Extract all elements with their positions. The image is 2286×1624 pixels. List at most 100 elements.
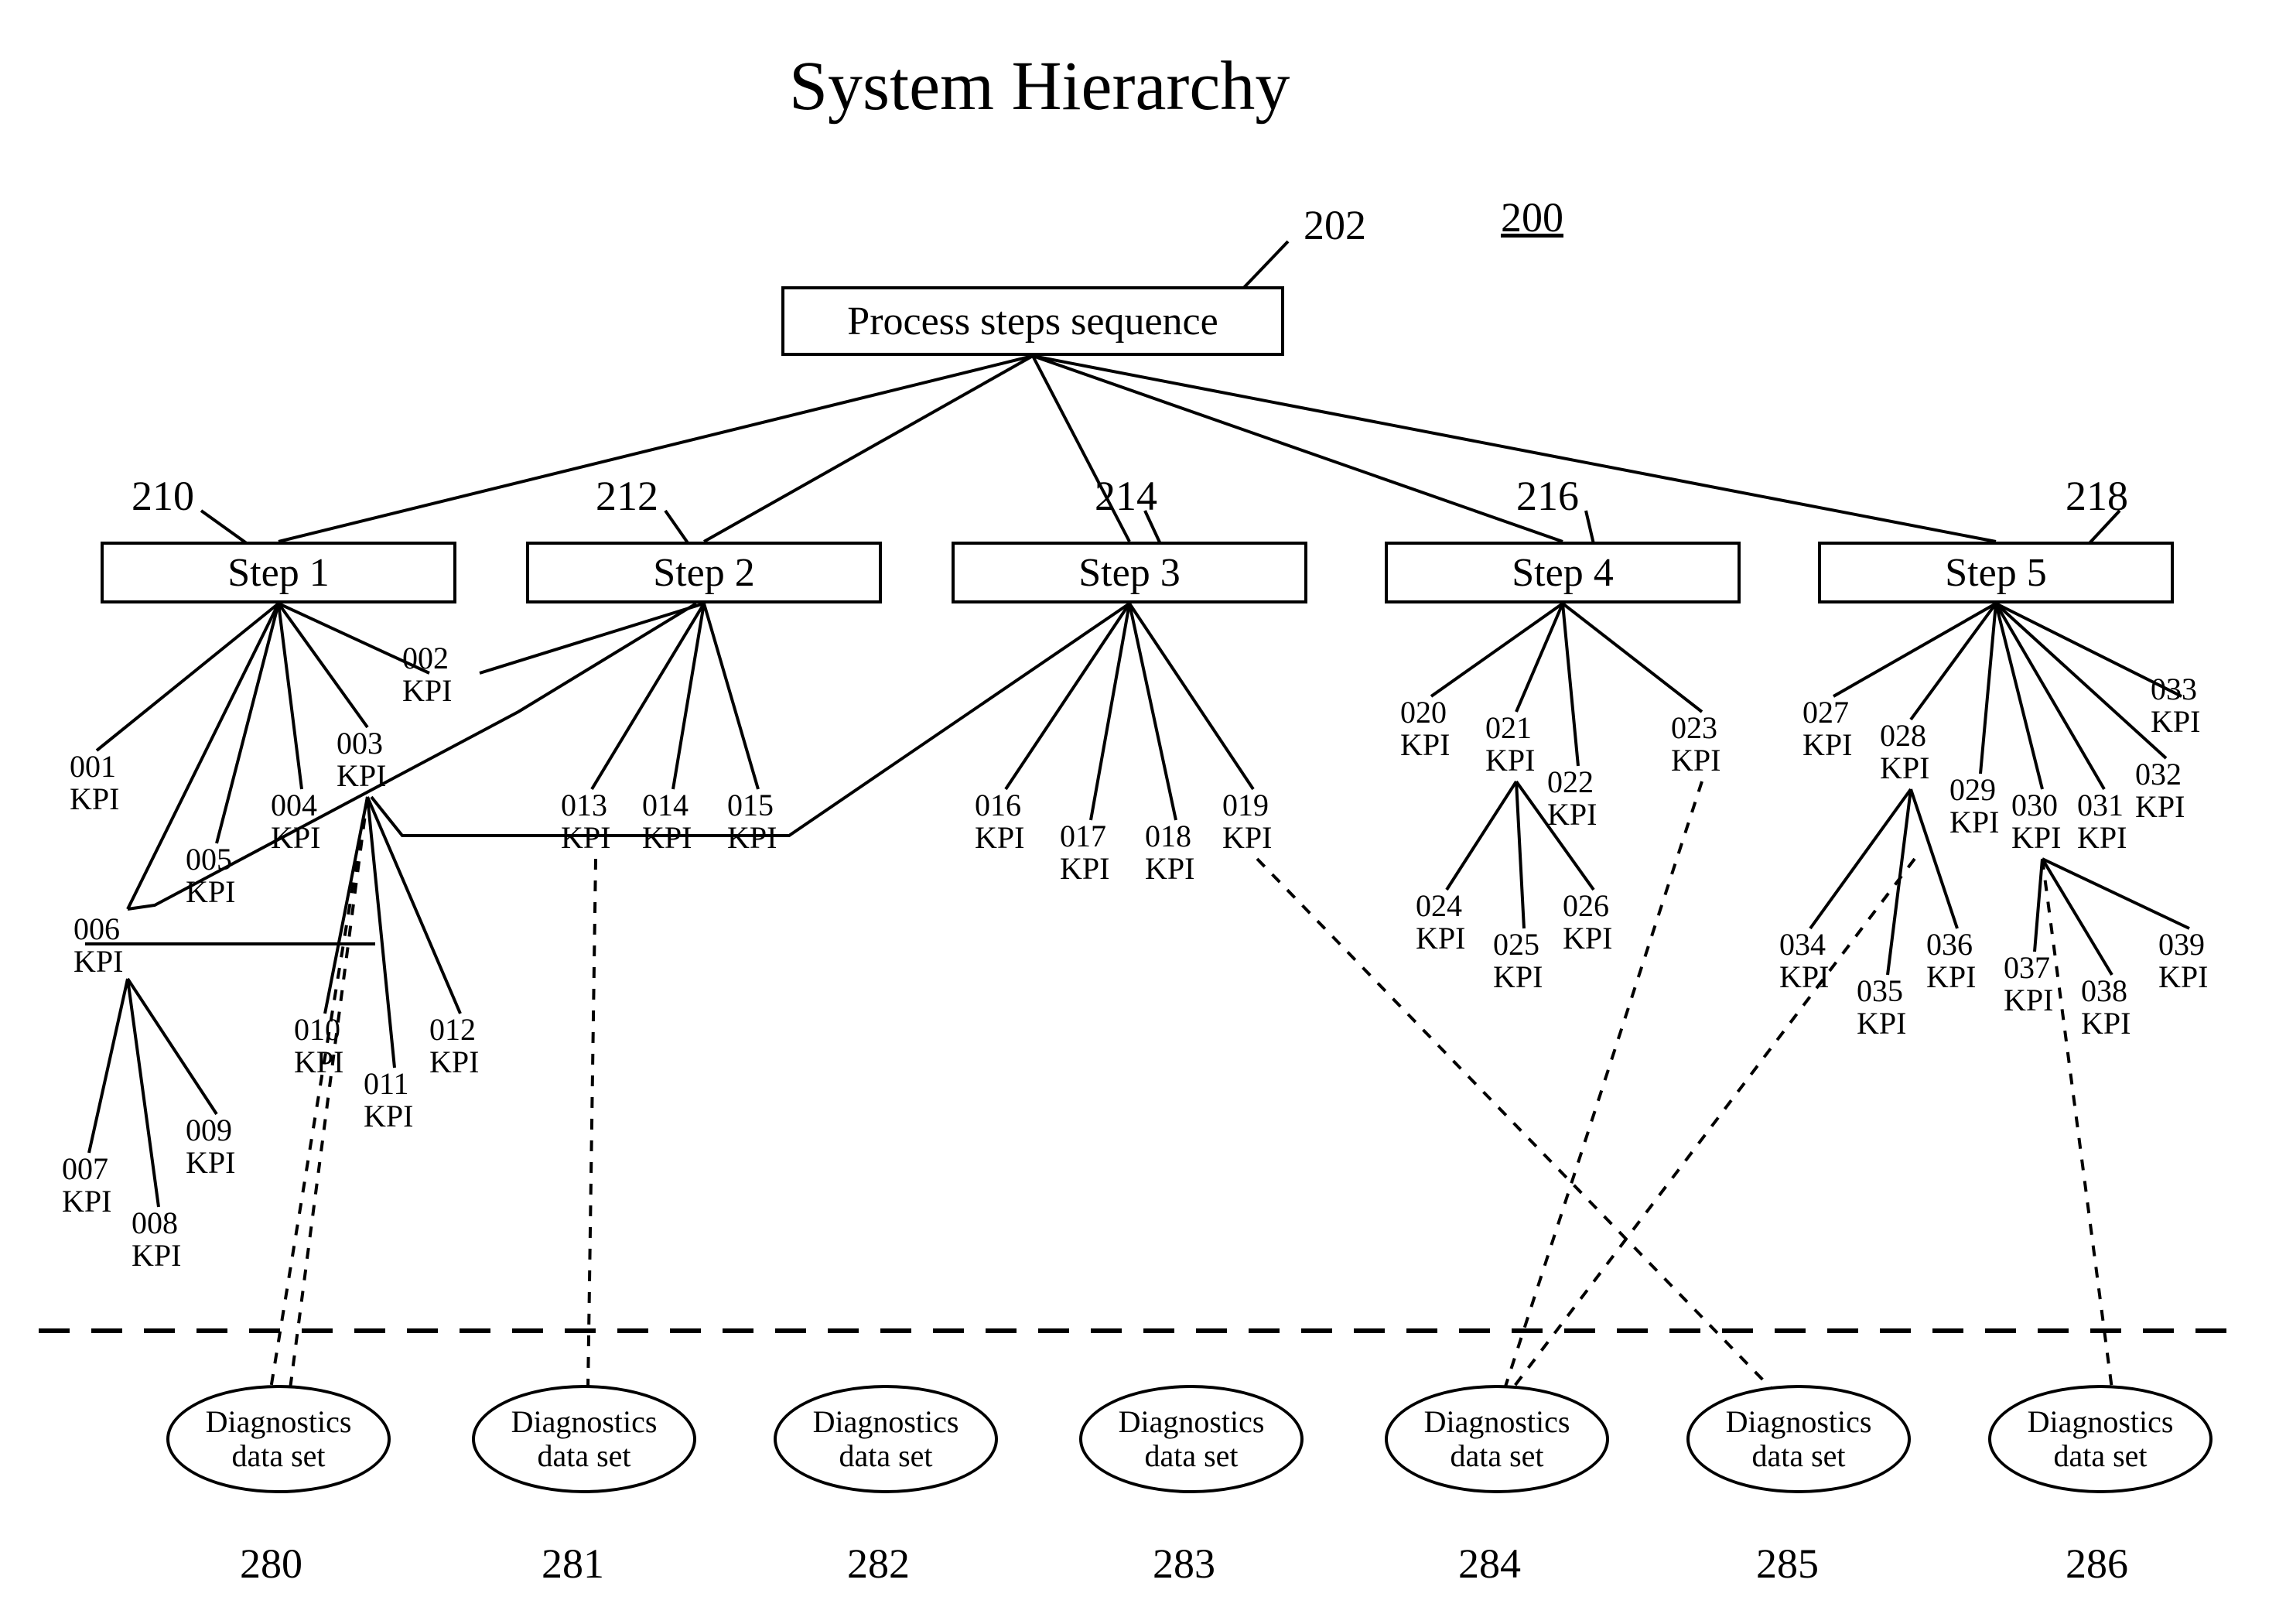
- edge-solid: [665, 511, 689, 544]
- kpi-kpi028: 028KPI: [1880, 720, 1929, 785]
- box-root: Process steps sequence: [781, 286, 1284, 356]
- edge-solid: [704, 603, 758, 789]
- kpi-kpi027: 027KPI: [1802, 696, 1852, 761]
- kpi-kpi020: 020KPI: [1400, 696, 1450, 761]
- ellipse-ds286: Diagnosticsdata set: [1988, 1385, 2213, 1493]
- kpi-kpi007: 007KPI: [62, 1153, 111, 1218]
- kpi-kpi022: 022KPI: [1547, 766, 1597, 831]
- kpi-kpi034: 034KPI: [1779, 928, 1829, 993]
- edge-solid: [1980, 603, 1996, 774]
- edge-solid: [704, 356, 1033, 542]
- kpi-kpi005: 005KPI: [186, 843, 235, 908]
- ellipse-label: Diagnosticsdata set: [1726, 1405, 1872, 1473]
- ellipse-label: Diagnosticsdata set: [1119, 1405, 1265, 1473]
- edge-solid: [1563, 603, 1578, 766]
- kpi-kpi013: 013KPI: [561, 789, 610, 854]
- edge-solid: [1091, 603, 1129, 820]
- fig-ref-ref-200: 200: [1501, 193, 1563, 241]
- ellipse-ds284: Diagnosticsdata set: [1385, 1385, 1609, 1493]
- edge-solid: [367, 797, 460, 1014]
- ellipse-ds281: Diagnosticsdata set: [472, 1385, 696, 1493]
- fig-ref-ref-284: 284: [1458, 1540, 1521, 1588]
- fig-ref-ref-218: 218: [2066, 472, 2128, 520]
- kpi-kpi012: 012KPI: [429, 1014, 479, 1079]
- edge-dashed: [1505, 781, 1702, 1389]
- kpi-kpi036: 036KPI: [1926, 928, 1976, 993]
- edge-solid: [2035, 859, 2042, 952]
- ellipse-label: Diagnosticsdata set: [813, 1405, 959, 1473]
- edge-solid: [1996, 603, 2042, 789]
- kpi-kpi018: 018KPI: [1145, 820, 1194, 885]
- kpi-kpi038: 038KPI: [2081, 975, 2131, 1040]
- ellipse-label: Diagnosticsdata set: [206, 1405, 352, 1473]
- fig-ref-ref-282: 282: [847, 1540, 910, 1588]
- kpi-kpi024: 024KPI: [1416, 890, 1465, 955]
- fig-ref-ref-202: 202: [1304, 201, 1366, 249]
- kpi-kpi009: 009KPI: [186, 1114, 235, 1179]
- edge-dashed: [588, 859, 596, 1389]
- kpi-kpi001: 001KPI: [70, 750, 119, 815]
- edge-solid: [201, 511, 248, 544]
- edge-solid: [1447, 781, 1516, 890]
- kpi-kpi004: 004KPI: [271, 789, 320, 854]
- kpi-kpi015: 015KPI: [727, 789, 777, 854]
- edge-solid: [1911, 603, 1996, 720]
- edge-solid: [128, 979, 159, 1207]
- edge-solid: [367, 797, 395, 1068]
- edge-solid: [325, 797, 367, 1014]
- box-step2: Step 2: [526, 542, 882, 603]
- kpi-kpi033: 033KPI: [2151, 673, 2200, 738]
- box-step5: Step 5: [1818, 542, 2174, 603]
- ellipse-ds280: Diagnosticsdata set: [166, 1385, 391, 1493]
- kpi-kpi031: 031KPI: [2077, 789, 2127, 854]
- kpi-kpi002: 002KPI: [402, 642, 452, 707]
- edge-solid: [1563, 603, 1702, 712]
- kpi-kpi025: 025KPI: [1493, 928, 1543, 993]
- box-step3: Step 3: [952, 542, 1307, 603]
- kpi-kpi008: 008KPI: [132, 1207, 181, 1272]
- box-step4: Step 4: [1385, 542, 1741, 603]
- kpi-kpi026: 026KPI: [1563, 890, 1612, 955]
- kpi-kpi023: 023KPI: [1671, 712, 1720, 777]
- fig-ref-ref-280: 280: [240, 1540, 302, 1588]
- ellipse-ds285: Diagnosticsdata set: [1686, 1385, 1911, 1493]
- diagram-title: System Hierarchy: [789, 46, 1290, 126]
- kpi-kpi037: 037KPI: [2004, 952, 2053, 1017]
- edge-solid: [217, 603, 278, 843]
- kpi-kpi010: 010KPI: [294, 1014, 343, 1079]
- ellipse-ds283: Diagnosticsdata set: [1079, 1385, 1304, 1493]
- kpi-kpi030: 030KPI: [2011, 789, 2061, 854]
- edge-solid: [1996, 603, 2166, 758]
- fig-ref-ref-210: 210: [132, 472, 194, 520]
- kpi-kpi029: 029KPI: [1949, 774, 1999, 839]
- kpi-kpi006: 006KPI: [73, 913, 123, 978]
- edge-dashed: [271, 797, 367, 1389]
- edge-solid: [1006, 603, 1129, 789]
- fig-ref-ref-283: 283: [1153, 1540, 1215, 1588]
- fig-ref-ref-286: 286: [2066, 1540, 2128, 1588]
- kpi-kpi014: 014KPI: [642, 789, 692, 854]
- ellipse-label: Diagnosticsdata set: [2028, 1405, 2174, 1473]
- fig-ref-ref-285: 285: [1756, 1540, 1819, 1588]
- ellipse-ds282: Diagnosticsdata set: [774, 1385, 998, 1493]
- edge-solid: [97, 603, 278, 750]
- edge-solid: [1586, 511, 1594, 544]
- edge-dashed: [2042, 859, 2112, 1389]
- kpi-kpi019: 019KPI: [1222, 789, 1272, 854]
- edge-solid: [1516, 781, 1524, 928]
- ellipse-label: Diagnosticsdata set: [511, 1405, 658, 1473]
- fig-ref-ref-216: 216: [1516, 472, 1579, 520]
- fig-ref-ref-212: 212: [596, 472, 658, 520]
- fig-ref-ref-281: 281: [542, 1540, 604, 1588]
- edge-dashed: [290, 797, 367, 1389]
- kpi-kpi035: 035KPI: [1857, 975, 1906, 1040]
- edge-solid: [1033, 356, 1996, 542]
- kpi-kpi039: 039KPI: [2158, 928, 2208, 993]
- edges-layer: [0, 0, 2286, 1624]
- kpi-kpi016: 016KPI: [975, 789, 1024, 854]
- ellipse-label: Diagnosticsdata set: [1424, 1405, 1570, 1473]
- kpi-kpi003: 003KPI: [337, 727, 386, 792]
- edge-solid: [480, 603, 704, 673]
- kpi-kpi011: 011KPI: [364, 1068, 413, 1133]
- box-step1: Step 1: [101, 542, 456, 603]
